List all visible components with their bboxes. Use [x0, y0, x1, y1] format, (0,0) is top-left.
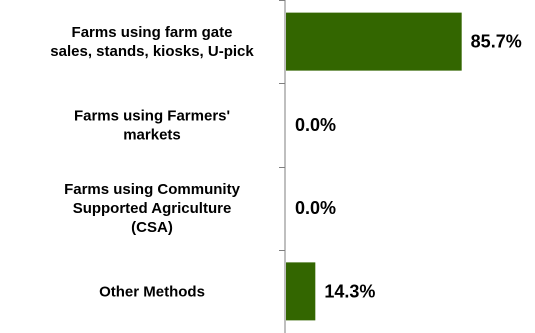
category-label-line: Farms using Community [64, 181, 241, 198]
bar [286, 12, 462, 71]
value-label: 85.7% [471, 32, 522, 52]
category-label: Farms using Community Supported Agricultu… [64, 181, 241, 236]
bars [286, 12, 462, 321]
bar [286, 262, 316, 321]
category-label: Farms using farm gate sales, stands, kios… [50, 24, 254, 60]
value-label: 0.0% [295, 198, 336, 218]
category-label-line: Farms using farm gate [72, 24, 233, 41]
category-label-line: (CSA) [131, 219, 173, 236]
category-label-line: Farms using Farmers' [74, 107, 230, 124]
category-label-line: sales, stands, kiosks, U-pick [50, 43, 254, 60]
category-label: Other Methods [99, 283, 205, 300]
value-labels: 85.7% 0.0% 0.0% 14.3% [295, 32, 522, 302]
value-label: 14.3% [324, 281, 375, 301]
category-labels: Farms using farm gate sales, stands, kios… [50, 24, 254, 300]
category-label-line: Supported Agriculture [73, 200, 232, 217]
category-label: Farms using Farmers' markets [74, 107, 230, 143]
category-label-line: markets [123, 126, 181, 143]
value-label: 0.0% [295, 115, 336, 135]
category-label-line: Other Methods [99, 283, 205, 300]
category-axis-ticks [279, 0, 285, 251]
